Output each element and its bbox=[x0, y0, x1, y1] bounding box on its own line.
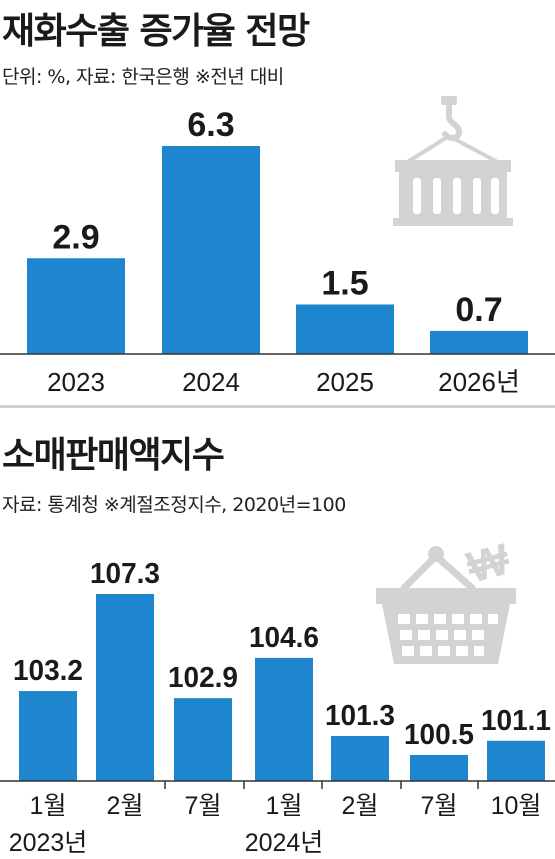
tick-label-1: 2024 bbox=[182, 367, 240, 397]
value-label-0: 103.2 bbox=[13, 655, 83, 687]
bar-3 bbox=[255, 657, 313, 781]
bar-1 bbox=[162, 146, 260, 354]
value-label-3: 0.7 bbox=[455, 291, 502, 329]
tick-label-0: 2023 bbox=[47, 367, 105, 397]
chart2-subtitle: 자료: 통계청 ※계절조정지수, 2020년=100 bbox=[2, 494, 346, 516]
value-label-6: 101.1 bbox=[481, 705, 551, 737]
tick-label-4: 2월 bbox=[342, 792, 379, 820]
bar-3 bbox=[430, 330, 528, 354]
bar-1 bbox=[96, 594, 154, 781]
value-label-2: 1.5 bbox=[321, 264, 368, 302]
tick-label-2: 2025 bbox=[316, 367, 374, 397]
bar-5 bbox=[410, 754, 468, 781]
chart2-title: 소매판매액지수 bbox=[2, 435, 225, 476]
bar-2 bbox=[296, 304, 394, 354]
bar-6 bbox=[487, 740, 545, 781]
tick-label-6: 10월 bbox=[491, 792, 542, 820]
chart1-title: 재화수출 증가율 전망 bbox=[2, 11, 310, 52]
tick-label-3: 2026년 bbox=[438, 367, 520, 397]
value-label-3: 104.6 bbox=[249, 622, 319, 654]
bar-0 bbox=[19, 691, 77, 781]
tick-label-2: 7월 bbox=[185, 792, 222, 820]
value-label-0: 2.9 bbox=[52, 218, 99, 256]
tick-label-3: 1월 bbox=[266, 792, 303, 820]
tick-label-1: 2월 bbox=[107, 792, 144, 820]
value-label-2: 102.9 bbox=[168, 662, 238, 694]
shopping-basket-icon: ₩ bbox=[376, 540, 516, 664]
tick-label-0: 1월 bbox=[30, 792, 67, 820]
export-growth-chart: 2.9 2023 6.3 2024 1.5 2025 0.7 2026년 bbox=[0, 106, 555, 397]
value-label-1: 107.3 bbox=[90, 558, 160, 590]
year-label-3: 2024년 bbox=[245, 829, 324, 857]
section-divider bbox=[0, 405, 555, 408]
value-label-1: 6.3 bbox=[187, 106, 234, 144]
bar-2 bbox=[174, 698, 232, 781]
value-label-4: 101.3 bbox=[325, 700, 395, 732]
value-label-5: 100.5 bbox=[404, 719, 474, 751]
tick-label-5: 7월 bbox=[421, 792, 458, 820]
year-label-0: 2023년 bbox=[9, 829, 88, 857]
bar-0 bbox=[27, 258, 125, 354]
chart1-subtitle: 단위: %, 자료: 한국은행 ※전년 대비 bbox=[2, 66, 284, 88]
bar-4 bbox=[331, 736, 389, 781]
container-icon bbox=[393, 96, 513, 226]
